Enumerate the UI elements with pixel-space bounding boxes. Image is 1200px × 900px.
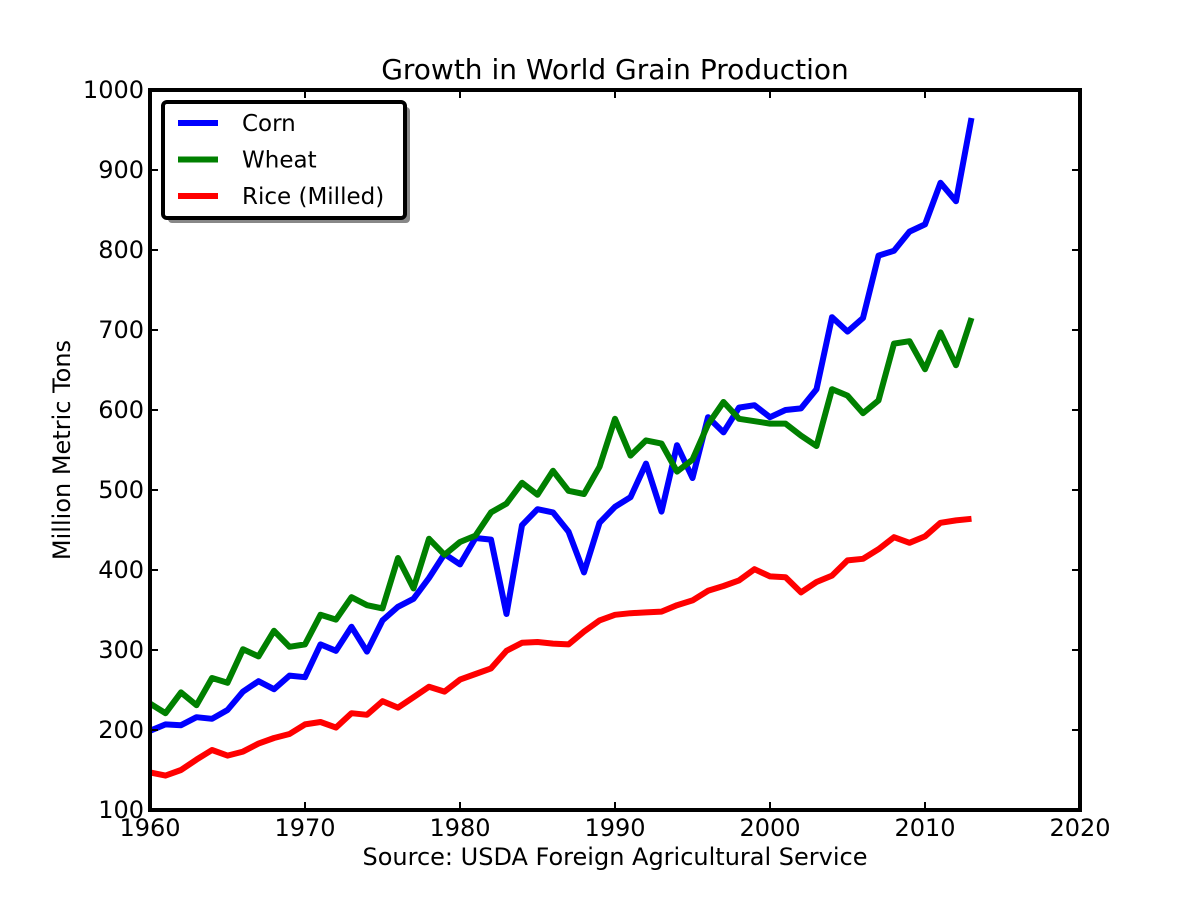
y-tick-label: 200: [98, 716, 144, 744]
legend-label-rice-milled: Rice (Milled): [242, 184, 384, 210]
x-tick-label: 1970: [274, 814, 335, 842]
legend-items: Corn Wheat Rice (Milled): [178, 111, 384, 210]
y-tick-label: 600: [98, 396, 144, 424]
legend-box: [161, 100, 407, 220]
chart-title: Growth in World Grain Production: [381, 53, 849, 86]
series-layer: [148, 117, 975, 779]
x-tick-label: 2020: [1049, 814, 1110, 842]
series-line-rice-milled: [149, 515, 972, 779]
x-tick-label: 2000: [739, 814, 800, 842]
x-tick-label: 1960: [119, 814, 180, 842]
tick-layer: 1960 1970 1980 1990 2000 2010 2020 100 200 300 400…: [83, 76, 1111, 842]
y-tick-label: 500: [98, 476, 144, 504]
x-axis-label: Source: USDA Foreign Agricultural Servic…: [363, 843, 868, 871]
y-tick-label: 1000: [83, 76, 144, 104]
y-tick-label: 300: [98, 636, 144, 664]
series-line-wheat: [148, 317, 975, 717]
legend-label-corn: Corn: [242, 111, 296, 137]
y-tick-label: 900: [98, 156, 144, 184]
y-tick-label: 700: [98, 316, 144, 344]
y-tick-label: 800: [98, 236, 144, 264]
x-tick-label: 2010: [894, 814, 955, 842]
y-tick-label: 100: [98, 796, 144, 824]
y-axis-label: Million Metric Tons: [48, 340, 76, 560]
x-tick-label: 1980: [429, 814, 490, 842]
legend: Corn Wheat Rice (Milled): [161, 100, 410, 223]
y-tick-label: 400: [98, 556, 144, 584]
legend-label-wheat: Wheat: [242, 148, 317, 174]
series-line-corn: [148, 117, 975, 734]
x-tick-label: 1990: [584, 814, 645, 842]
